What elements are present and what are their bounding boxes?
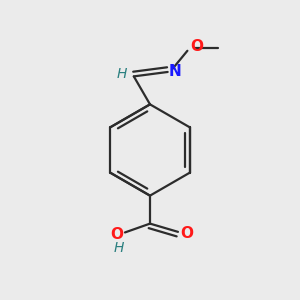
Text: H: H — [113, 241, 124, 255]
Text: N: N — [168, 64, 181, 79]
Text: O: O — [190, 39, 203, 54]
Text: O: O — [110, 227, 124, 242]
Text: H: H — [116, 67, 127, 81]
Text: O: O — [180, 226, 193, 241]
